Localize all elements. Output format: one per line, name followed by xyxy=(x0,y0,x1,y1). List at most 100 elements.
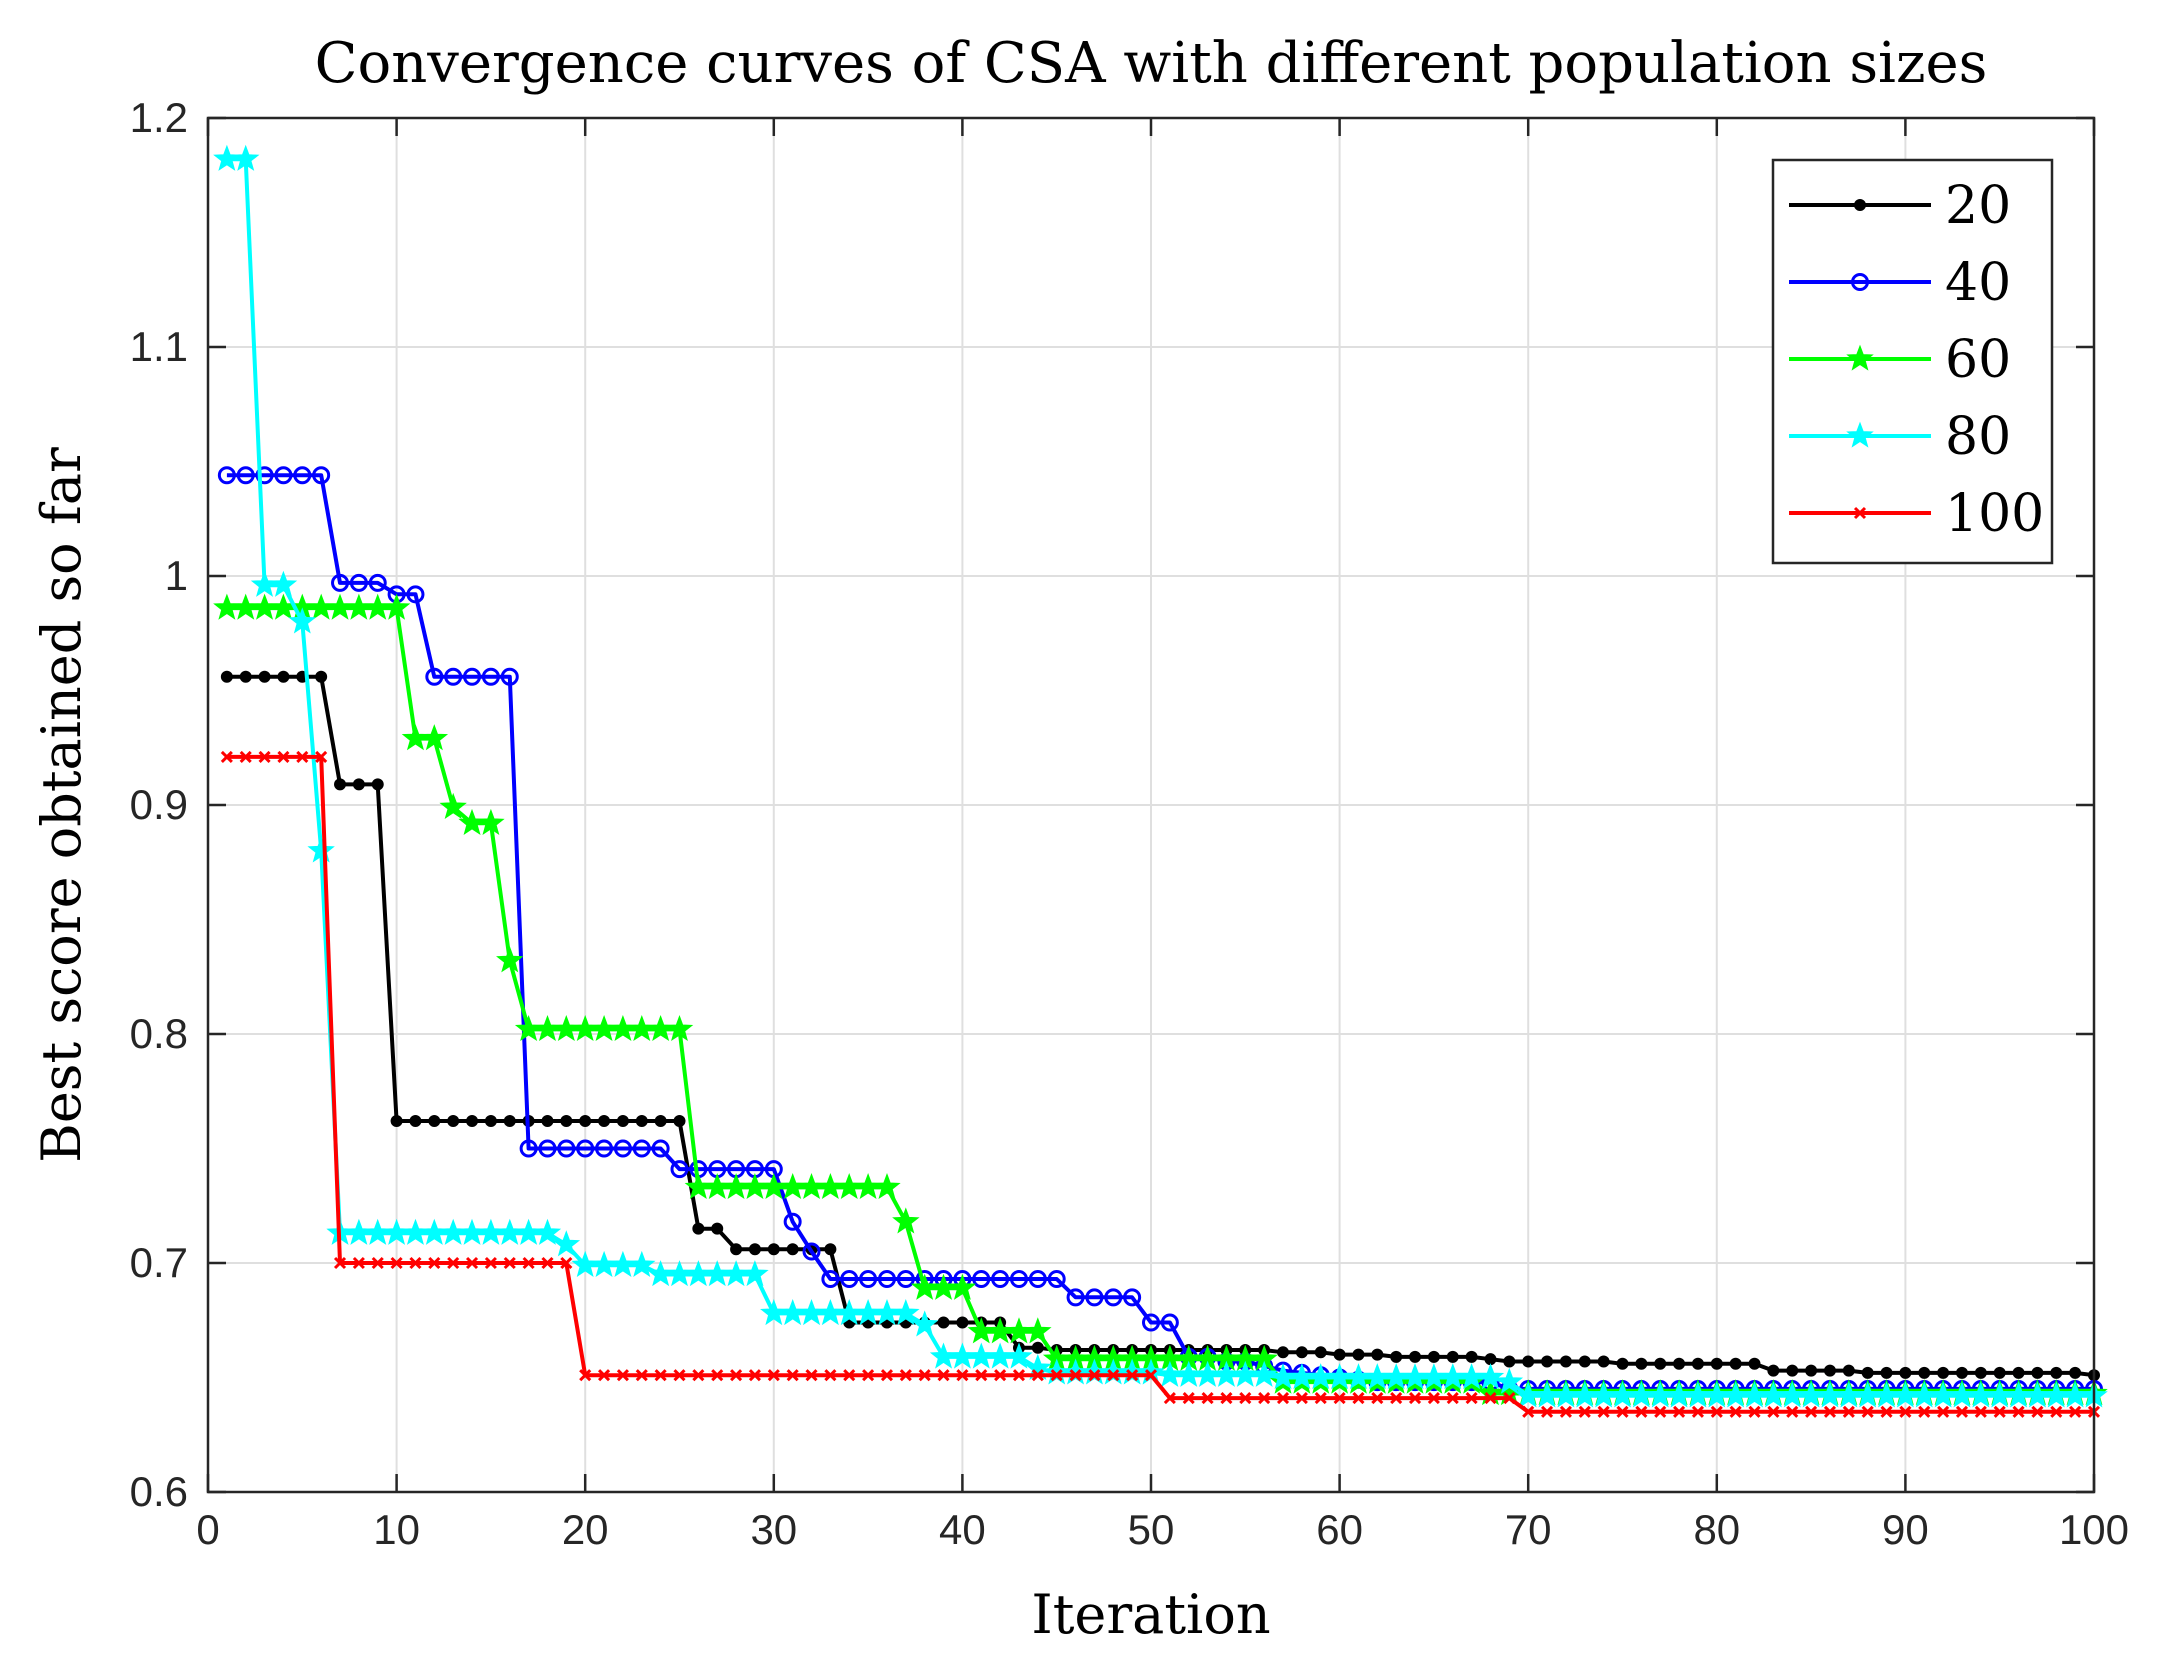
data-point-20 xyxy=(503,1115,516,1128)
legend-marker-20 xyxy=(1854,199,1866,211)
data-point-80 xyxy=(910,1310,939,1337)
data-point-100 xyxy=(748,1369,762,1382)
data-point-20 xyxy=(1503,1355,1516,1368)
data-point-20 xyxy=(1767,1364,1780,1377)
data-point-100 xyxy=(824,1369,837,1382)
data-point-20 xyxy=(1805,1364,1818,1377)
data-point-60 xyxy=(1024,1317,1052,1344)
data-point-20 xyxy=(1937,1366,1950,1379)
data-point-20 xyxy=(447,1115,460,1128)
data-point-20 xyxy=(579,1115,592,1128)
data-point-20 xyxy=(1974,1366,1987,1379)
data-point-100 xyxy=(522,1256,535,1270)
data-point-80 xyxy=(741,1260,769,1287)
data-point-20 xyxy=(956,1316,969,1329)
data-point-100 xyxy=(1031,1369,1044,1382)
data-point-40 xyxy=(877,1270,896,1289)
data-point-100 xyxy=(1126,1369,1139,1382)
data-point-40 xyxy=(991,1270,1010,1289)
data-point-100 xyxy=(1748,1405,1761,1418)
ticks: 0 10 20 30 40 50 60 70 80 90 100 0.6 0.7 0.8 0.9 1 1.1 1.… xyxy=(130,94,2129,1553)
data-point-80 xyxy=(1250,1360,1278,1387)
data-point-100 xyxy=(1937,1405,1950,1418)
data-point-100 xyxy=(220,750,233,763)
data-point-20 xyxy=(1748,1357,1761,1370)
data-point-20 xyxy=(2012,1366,2025,1379)
data-point-100 xyxy=(409,1256,422,1270)
data-point-100 xyxy=(1993,1405,2006,1418)
data-point-100 xyxy=(1107,1369,1120,1382)
data-point-100 xyxy=(2012,1405,2025,1418)
data-point-40 xyxy=(463,667,482,686)
data-point-100 xyxy=(1767,1405,1780,1418)
data-point-100 xyxy=(1673,1405,1686,1418)
data-point-100 xyxy=(1050,1369,1063,1382)
data-point-100 xyxy=(1088,1369,1101,1382)
data-point-20 xyxy=(767,1243,780,1256)
data-point-40 xyxy=(1028,1270,1047,1289)
data-point-80 xyxy=(552,1230,581,1257)
chart-title: Convergence curves of CSA with different… xyxy=(315,31,1988,96)
data-point-20 xyxy=(616,1115,629,1128)
data-point-20 xyxy=(1823,1364,1836,1377)
data-point-20 xyxy=(711,1222,724,1235)
y-tick-label: 1.1 xyxy=(130,323,188,370)
data-point-100 xyxy=(1861,1405,1874,1418)
data-point-20 xyxy=(748,1243,761,1256)
legend-marker-80 xyxy=(1846,421,1874,448)
data-point-100 xyxy=(692,1369,705,1382)
series-line-100 xyxy=(226,754,2094,1414)
data-point-20 xyxy=(1371,1348,1384,1361)
data-point-20 xyxy=(277,670,290,683)
data-point-20 xyxy=(1352,1348,1365,1361)
data-point-100 xyxy=(1201,1392,1214,1405)
data-point-60 xyxy=(382,593,411,620)
data-point-20 xyxy=(786,1243,799,1256)
data-point-40 xyxy=(500,667,519,686)
data-point-100 xyxy=(1069,1369,1082,1382)
data-point-20 xyxy=(1277,1346,1290,1359)
data-point-100 xyxy=(730,1369,743,1382)
data-point-100 xyxy=(428,1256,441,1270)
data-point-100 xyxy=(956,1369,969,1382)
data-point-20 xyxy=(1597,1355,1610,1368)
data-point-20 xyxy=(315,670,328,683)
data-point-40 xyxy=(349,573,368,592)
legend-marker-100 xyxy=(1853,506,1867,520)
data-point-100 xyxy=(1239,1392,1252,1405)
legend-marker-60 xyxy=(1846,344,1874,371)
data-point-20 xyxy=(1691,1357,1704,1370)
data-point-100 xyxy=(1446,1392,1459,1405)
data-point-60 xyxy=(892,1207,920,1234)
data-point-100 xyxy=(503,1256,516,1270)
data-point-80 xyxy=(1495,1367,1524,1394)
series-80 xyxy=(213,144,2108,1408)
data-point-20 xyxy=(1616,1357,1629,1370)
data-point-100 xyxy=(1144,1369,1158,1382)
data-point-60 xyxy=(948,1273,977,1300)
data-point-40 xyxy=(595,1139,614,1158)
data-point-20 xyxy=(1484,1353,1497,1366)
data-point-20 xyxy=(692,1222,705,1235)
data-point-100 xyxy=(560,1256,573,1270)
series-layer xyxy=(213,144,2108,1418)
data-point-40 xyxy=(1009,1270,1028,1289)
data-point-20 xyxy=(2069,1366,2082,1379)
data-point-60 xyxy=(477,808,505,835)
data-point-100 xyxy=(1390,1392,1403,1405)
data-point-80 xyxy=(628,1250,656,1277)
data-point-40 xyxy=(444,667,463,686)
data-point-20 xyxy=(239,670,252,683)
data-point-20 xyxy=(371,778,384,791)
data-point-60 xyxy=(665,1014,694,1042)
data-point-40 xyxy=(1085,1288,1104,1307)
legend-label: 40 xyxy=(1945,253,2011,313)
data-point-20 xyxy=(654,1115,667,1128)
y-tick-label: 0.7 xyxy=(130,1239,188,1286)
data-point-100 xyxy=(1465,1392,1478,1405)
data-point-40 xyxy=(1160,1313,1179,1332)
data-point-100 xyxy=(1918,1405,1931,1418)
data-point-40 xyxy=(613,1139,632,1158)
data-point-20 xyxy=(1993,1366,2006,1379)
data-point-40 xyxy=(425,667,444,686)
